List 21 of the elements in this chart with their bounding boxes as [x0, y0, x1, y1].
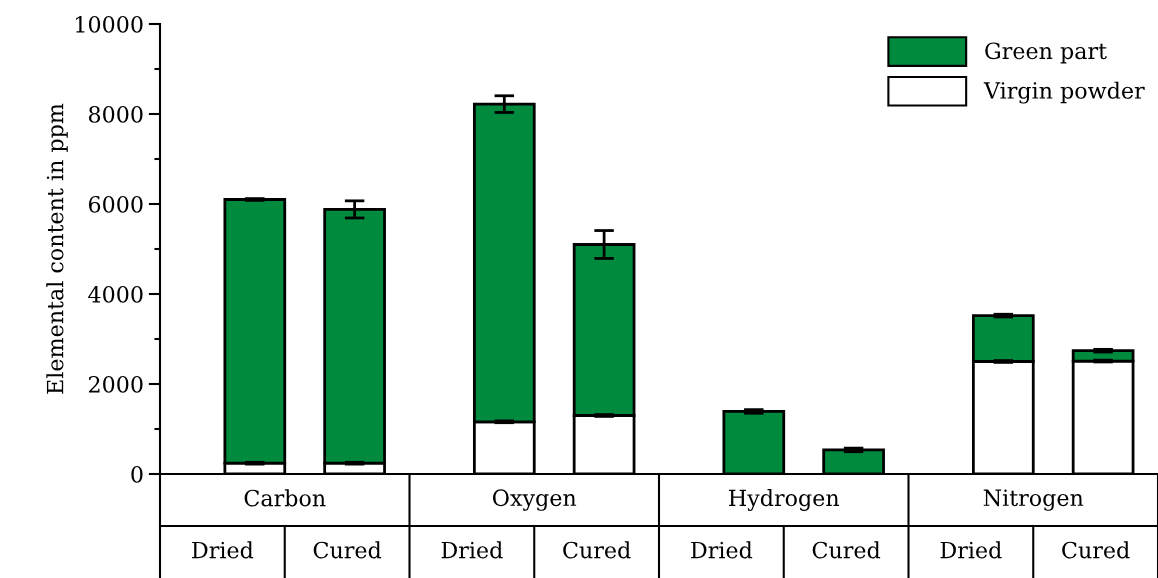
legend-label: Green part [985, 42, 1107, 64]
y-tick-label: 6000 [88, 195, 143, 213]
legend-label: Virgin powder [983, 81, 1145, 104]
x-tick-label: Cured [812, 541, 881, 559]
y-tick-label: 2000 [88, 375, 143, 393]
y-axis-title: Elemental content in ppm [46, 103, 68, 394]
x-tick-label: Dried [940, 541, 1002, 559]
x-tick-label: Dried [441, 541, 503, 559]
x-tick-label: Dried [691, 541, 753, 559]
text: Hydrogen [729, 489, 840, 511]
x-tick-label: Cured [563, 541, 631, 559]
y-tick-label: 8000 [88, 105, 143, 123]
y-tick-label: 10000 [76, 15, 143, 33]
text: Carbon [244, 489, 326, 507]
text: Oxygen [493, 489, 577, 511]
x-tick-label: Cured [313, 541, 382, 559]
y-tick-label: 0 [131, 465, 143, 483]
y-tick-label: 4000 [88, 285, 143, 303]
x-tick-label: Cured [1062, 541, 1130, 559]
text: Nitrogen [983, 489, 1084, 511]
x-tick-label: Dried [192, 541, 254, 559]
